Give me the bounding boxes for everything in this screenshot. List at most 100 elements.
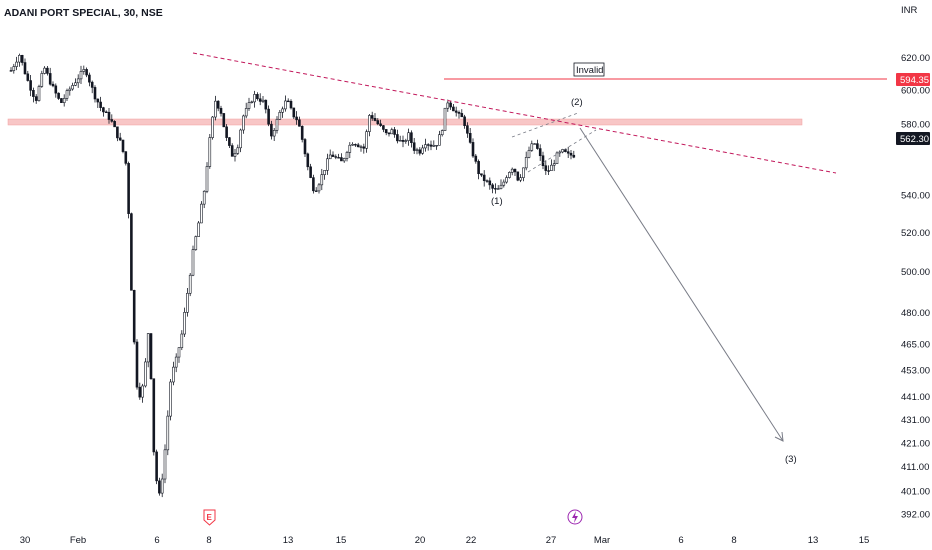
candle-body bbox=[505, 177, 508, 183]
candle-body bbox=[348, 144, 352, 153]
candle-body bbox=[396, 134, 399, 142]
candle-body bbox=[538, 148, 542, 157]
candle-body bbox=[499, 184, 503, 189]
candle-body bbox=[524, 157, 528, 169]
invalid-label-box bbox=[573, 62, 605, 77]
candle-body bbox=[306, 153, 310, 168]
candle-body bbox=[547, 170, 550, 172]
candle-body bbox=[253, 94, 256, 103]
candle-body bbox=[334, 156, 338, 158]
candle-body bbox=[477, 161, 480, 175]
candle-body bbox=[228, 137, 231, 146]
candle-body bbox=[326, 158, 329, 171]
candle-body bbox=[208, 137, 212, 167]
candle-body bbox=[382, 125, 385, 130]
candle-body bbox=[194, 236, 198, 250]
lightning-icon bbox=[572, 511, 578, 523]
price-tick-label: 431.00 bbox=[901, 415, 930, 426]
candle-body bbox=[62, 98, 66, 103]
candle-body bbox=[160, 478, 164, 494]
candle-body bbox=[244, 108, 248, 117]
candle-body bbox=[295, 116, 298, 121]
candle-body bbox=[135, 341, 139, 388]
candle-body bbox=[407, 132, 410, 141]
price-tick-label: 421.00 bbox=[901, 438, 930, 449]
wave-label-3: (3) bbox=[785, 454, 797, 465]
candle-body bbox=[124, 151, 128, 164]
candle-body bbox=[530, 143, 534, 151]
candle-body bbox=[121, 139, 125, 152]
candle-body bbox=[340, 157, 343, 162]
candle-body bbox=[188, 274, 192, 294]
candle-body bbox=[118, 137, 122, 141]
time-tick-label: 13 bbox=[283, 535, 294, 546]
candle-body bbox=[323, 170, 326, 175]
candle-body bbox=[488, 180, 492, 186]
candle-body bbox=[561, 149, 564, 153]
candle-body bbox=[533, 143, 536, 145]
earnings-event-marker[interactable]: E bbox=[203, 509, 216, 526]
candle-body bbox=[85, 69, 88, 76]
candle-body bbox=[180, 333, 184, 349]
candle-body bbox=[275, 118, 279, 131]
candle-body bbox=[51, 83, 55, 87]
candle-body bbox=[23, 62, 27, 75]
candle-body bbox=[163, 449, 167, 480]
candle-body bbox=[421, 147, 424, 154]
candle-body bbox=[328, 154, 332, 160]
candle-body bbox=[496, 188, 500, 190]
candle-body bbox=[57, 92, 60, 99]
candle-body bbox=[572, 154, 576, 158]
candle-body bbox=[376, 120, 380, 125]
candle-body bbox=[158, 480, 161, 494]
time-tick-label: 8 bbox=[206, 535, 211, 546]
candle-body bbox=[303, 139, 307, 155]
candle-body bbox=[270, 123, 273, 137]
invalid-label: Invalid bbox=[576, 65, 603, 76]
candle-body bbox=[197, 222, 200, 237]
candle-body bbox=[216, 100, 220, 109]
price-tick-label: 465.00 bbox=[901, 339, 930, 350]
projection-line bbox=[579, 127, 784, 442]
candle-body bbox=[230, 145, 234, 157]
candle-body bbox=[71, 85, 74, 90]
candle-body bbox=[202, 190, 206, 205]
candle-body bbox=[415, 149, 419, 151]
candle-body bbox=[172, 366, 175, 383]
time-axis[interactable]: 30 Feb 6 8 13 15 20 22 27 Mar 6 8 13 15 bbox=[20, 535, 870, 546]
candle-body bbox=[314, 190, 318, 192]
invalidation-price-tag: 594.35 bbox=[896, 73, 930, 86]
time-tick-label: Feb bbox=[70, 535, 86, 546]
price-tick-label: 500.00 bbox=[901, 267, 930, 278]
candle-body bbox=[370, 115, 374, 119]
price-axis[interactable]: INR 620.00 600.00 580.00 540.00 520.00 500.00… bbox=[901, 5, 930, 520]
candle-body bbox=[516, 171, 520, 181]
candle-body bbox=[566, 151, 570, 154]
time-tick-label: 15 bbox=[336, 535, 347, 546]
candle-body bbox=[15, 61, 18, 67]
candle-body bbox=[320, 174, 324, 186]
wedge-lower-line bbox=[527, 129, 597, 173]
candle-body bbox=[90, 81, 94, 88]
candle-body bbox=[494, 188, 497, 190]
candle-body bbox=[474, 155, 478, 162]
candle-body bbox=[452, 106, 455, 112]
candle-body bbox=[127, 163, 130, 214]
dividend-event-marker[interactable] bbox=[567, 509, 583, 525]
time-tick-label: 13 bbox=[808, 535, 819, 546]
candle-body bbox=[281, 108, 284, 113]
candle-body bbox=[74, 82, 77, 86]
candle-body bbox=[149, 333, 153, 380]
candle-body bbox=[29, 80, 32, 91]
candle-body bbox=[435, 145, 438, 147]
candle-body bbox=[233, 153, 237, 157]
candle-body bbox=[242, 115, 245, 131]
candle-body bbox=[337, 157, 340, 159]
candle-body bbox=[491, 184, 494, 189]
candle-body bbox=[564, 149, 567, 152]
candle-body bbox=[141, 385, 144, 398]
candle-body bbox=[113, 121, 116, 128]
price-tick-label: 401.00 bbox=[901, 487, 930, 498]
wave-label-1: (1) bbox=[491, 196, 503, 207]
